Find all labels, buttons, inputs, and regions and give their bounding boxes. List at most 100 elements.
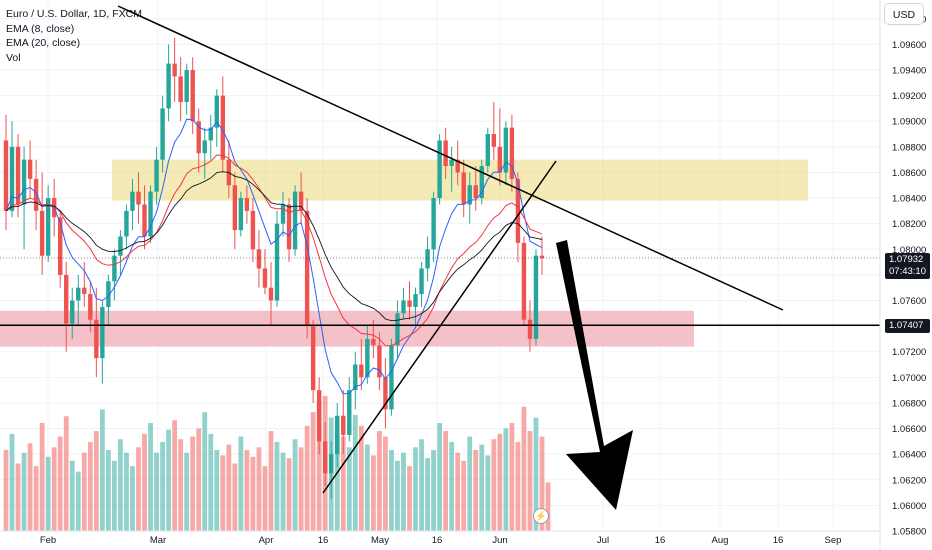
candle-body bbox=[124, 210, 129, 237]
candle-body bbox=[274, 223, 280, 301]
volume-bar bbox=[274, 441, 280, 531]
volume-bar bbox=[485, 455, 491, 531]
volume-bar bbox=[166, 429, 172, 531]
ema-slow-line bbox=[5, 154, 543, 347]
candle-body bbox=[3, 140, 9, 211]
chart-legend: Euro / U.S. Dollar, 1D, FXCM EMA (8, clo… bbox=[6, 7, 142, 65]
candle-body bbox=[485, 134, 490, 167]
candle-body bbox=[154, 159, 159, 192]
time-tick-label: Mar bbox=[150, 535, 166, 546]
candle-body bbox=[112, 255, 117, 282]
volume-bar bbox=[358, 425, 364, 531]
price-tick-label: 1.08800 bbox=[892, 142, 926, 153]
time-tick-label: Apr bbox=[259, 535, 274, 546]
volume-bar bbox=[443, 431, 449, 531]
candle-body bbox=[341, 415, 346, 435]
candle-body bbox=[292, 191, 298, 250]
volume-bar bbox=[449, 441, 455, 531]
candle-body bbox=[166, 63, 171, 109]
time-tick-label: 16 bbox=[318, 535, 329, 546]
volume-bar bbox=[262, 466, 268, 531]
flash-icon[interactable]: ⚡ bbox=[533, 508, 549, 524]
volume-bar bbox=[232, 463, 238, 531]
candle-body bbox=[515, 178, 521, 243]
symbol-title[interactable]: Euro / U.S. Dollar, 1D, FXCM bbox=[6, 8, 142, 20]
volume-bar bbox=[27, 443, 33, 531]
currency-button[interactable]: USD bbox=[884, 3, 924, 25]
price-tick-label: 1.06400 bbox=[892, 450, 926, 461]
candle-body bbox=[88, 294, 93, 320]
volume-bar bbox=[178, 439, 184, 531]
volume-bar bbox=[280, 452, 286, 531]
volume-bar bbox=[172, 420, 178, 531]
price-tick-label: 1.06800 bbox=[892, 398, 926, 409]
price-tick-label: 1.09400 bbox=[892, 66, 926, 77]
price-tick-label: 1.08600 bbox=[892, 168, 926, 179]
last-price-tag: 1.07932 07:43:10 bbox=[885, 253, 930, 279]
time-tick-label: Jul bbox=[597, 535, 609, 546]
volume-bar bbox=[316, 401, 322, 531]
price-tick-label: 1.06000 bbox=[892, 501, 926, 512]
candle-body bbox=[76, 287, 81, 301]
price-tick-label: 1.07600 bbox=[892, 296, 926, 307]
candle-body bbox=[94, 319, 99, 359]
candle-body bbox=[232, 185, 238, 231]
down-arrow bbox=[556, 240, 633, 510]
volume-bar bbox=[184, 452, 190, 531]
candle-body bbox=[250, 210, 256, 250]
ema-fast-label[interactable]: EMA (8, close) bbox=[6, 22, 75, 35]
volume-bar bbox=[63, 416, 69, 531]
time-tick-label: Feb bbox=[40, 535, 56, 546]
candle-body bbox=[214, 95, 219, 128]
volume-bar bbox=[250, 456, 256, 531]
candle-body bbox=[33, 178, 39, 211]
candle-body bbox=[503, 127, 509, 173]
volume-bar bbox=[455, 452, 461, 531]
candle-body bbox=[491, 134, 497, 147]
candle-body bbox=[244, 198, 250, 211]
volume-bar bbox=[75, 471, 81, 531]
price-tick-label: 1.08200 bbox=[892, 219, 926, 230]
volume-bar bbox=[15, 463, 21, 531]
volume-bar bbox=[334, 431, 340, 531]
candle-body bbox=[286, 204, 292, 250]
candle-body bbox=[262, 268, 268, 288]
candle-body bbox=[196, 121, 201, 154]
ema-lines bbox=[5, 118, 543, 395]
volume-bar bbox=[130, 466, 135, 531]
volume-bar bbox=[533, 417, 539, 531]
candle-body bbox=[473, 185, 478, 199]
candle-body bbox=[136, 191, 141, 205]
volume-bar bbox=[521, 406, 527, 531]
volume-bar bbox=[105, 450, 111, 531]
candle-body bbox=[160, 108, 165, 160]
volume-bar bbox=[208, 433, 214, 531]
candle-body bbox=[268, 287, 274, 301]
candle-body bbox=[27, 159, 33, 179]
ascending-trendline bbox=[322, 160, 557, 494]
volume-bar bbox=[467, 436, 473, 531]
volume-bar bbox=[51, 447, 57, 531]
candle-body bbox=[329, 454, 334, 474]
candlesticks bbox=[3, 38, 545, 499]
candle-body bbox=[190, 70, 195, 122]
candle-body bbox=[359, 364, 364, 378]
candle-body bbox=[443, 140, 448, 167]
volume-bar bbox=[376, 431, 382, 531]
price-tick-label: 1.07000 bbox=[892, 373, 926, 384]
time-tick-label: 16 bbox=[432, 535, 443, 546]
candle-body bbox=[449, 159, 454, 167]
candle-body bbox=[142, 204, 147, 237]
volume-bar bbox=[352, 414, 358, 531]
volume-bar bbox=[346, 447, 352, 531]
volume-bar bbox=[69, 460, 75, 531]
candle-body bbox=[172, 63, 177, 77]
volume-bar bbox=[118, 439, 123, 531]
volume-bar bbox=[33, 466, 39, 531]
ema-slow-label[interactable]: EMA (20, close) bbox=[6, 37, 81, 49]
volume-label[interactable]: Vol bbox=[6, 51, 21, 64]
volume-bar bbox=[220, 455, 226, 531]
candle-body bbox=[401, 300, 406, 314]
volume-bar bbox=[395, 460, 400, 531]
